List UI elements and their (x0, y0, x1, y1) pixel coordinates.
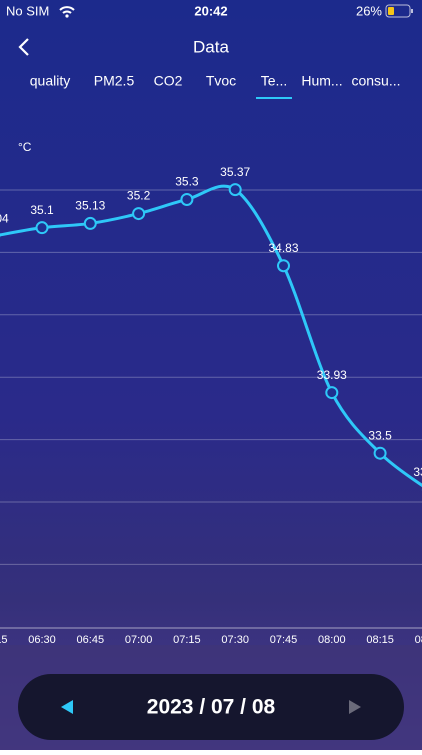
value-label: 33.24 (413, 465, 422, 479)
x-tick-label: 08:00 (318, 634, 346, 646)
plot: 35.04 35.1 35.13 35.2 35.3 35.37 34.83 33.93 33.… (0, 165, 422, 646)
point (228, 183, 242, 197)
value-label: 35.3 (175, 175, 199, 189)
value-label: 33.5 (368, 428, 392, 442)
tab-bar: quality PM2.5 CO2 Tvoc Te... Hum... consu... (30, 73, 401, 99)
x-tick-label: 06:15 (0, 634, 7, 646)
point (83, 216, 97, 230)
unit-label: °C (18, 140, 32, 154)
x-tick-label: 07:45 (270, 634, 298, 646)
point (180, 192, 194, 206)
tab[interactable]: PM2.5 (94, 73, 135, 89)
battery-outline (385, 4, 411, 18)
page-title: Data (193, 37, 229, 56)
wifi-dot (65, 14, 69, 18)
point (277, 259, 290, 273)
x-tick-label: 07:30 (221, 634, 249, 646)
battery-text: 26% (356, 3, 382, 18)
tab[interactable]: Te... (261, 73, 287, 89)
tab[interactable]: Tvoc (206, 73, 236, 89)
carrier: No SIM (6, 3, 49, 18)
date-text: 2023 / 07 / 08 (147, 696, 276, 719)
battery-cap (411, 9, 413, 13)
tab[interactable]: consu... (351, 73, 400, 89)
tab[interactable]: Hum... (301, 73, 342, 89)
next-date[interactable] (349, 700, 361, 714)
value-label: 33.93 (317, 368, 347, 382)
wifi-icon (59, 6, 75, 14)
x-tick-label: 06:30 (28, 634, 56, 646)
prev-date[interactable] (61, 700, 73, 714)
x-tick-label: 07:15 (173, 634, 201, 646)
clock: 20:42 (194, 3, 227, 18)
value-label: 35.37 (220, 165, 250, 179)
x-tick-label: 06:45 (77, 634, 105, 646)
tab[interactable]: quality (30, 73, 70, 89)
value-label: 35.04 (0, 211, 9, 225)
point (35, 221, 49, 235)
x-tick-label: 07:00 (125, 634, 153, 646)
value-label: 35.1 (30, 203, 54, 217)
x-tick-label: 08:30 (415, 634, 422, 646)
value-label: 35.2 (127, 189, 151, 203)
value-label: 35.13 (75, 199, 105, 213)
tab-indicator (256, 97, 292, 99)
value-label: 34.83 (268, 241, 298, 255)
tab[interactable]: CO2 (154, 73, 183, 89)
grid (0, 189, 422, 629)
back-button[interactable] (18, 38, 29, 56)
battery-level (388, 7, 394, 15)
point (132, 207, 146, 221)
x-tick-label: 08:15 (366, 634, 394, 646)
point (373, 446, 387, 460)
point (325, 386, 339, 400)
date-picker (18, 674, 404, 740)
